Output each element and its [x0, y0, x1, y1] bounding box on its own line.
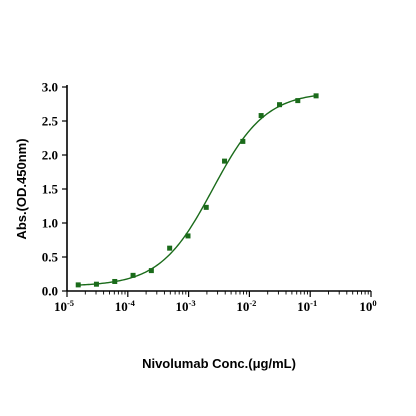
- x-tick-exponent: -3: [189, 298, 196, 308]
- data-point: [277, 102, 283, 108]
- x-axis-title: Nivolumab Conc.(μg/mL): [142, 356, 296, 371]
- x-tick-label: 10-3: [176, 298, 196, 314]
- y-tick-label: 3.0: [42, 80, 58, 95]
- y-axis-title: Abs.(OD.450nm): [14, 138, 29, 239]
- x-tick-base: 10: [359, 299, 372, 314]
- data-point: [112, 278, 118, 284]
- x-tick-base: 10: [297, 299, 310, 314]
- x-tick-base: 10: [54, 299, 67, 314]
- data-point: [167, 245, 173, 251]
- data-points: [75, 93, 319, 288]
- x-tick-base: 10: [236, 299, 249, 314]
- axes: [66, 85, 371, 292]
- x-tick-label: 10-5: [54, 298, 74, 314]
- fit-curve-layer: [78, 94, 317, 286]
- x-tick-exponent: 0: [372, 298, 376, 308]
- x-tick-label: 10-1: [297, 298, 317, 314]
- x-tick-exponent: -1: [310, 298, 317, 308]
- data-point: [203, 204, 209, 210]
- x-tick-label: 10-2: [236, 298, 256, 314]
- data-point: [222, 158, 228, 164]
- data-point: [75, 282, 81, 288]
- data-point: [295, 98, 301, 104]
- ticks: 0.00.51.01.52.02.53.010-5 10-4 10-3 10-2 10-…: [42, 80, 377, 315]
- x-tick-base: 10: [176, 299, 189, 314]
- y-tick-label: 2.0: [42, 148, 58, 163]
- y-tick-label: 0.0: [42, 284, 58, 299]
- x-tick-label: 100: [359, 298, 376, 314]
- data-point: [313, 93, 319, 99]
- x-tick-exponent: -5: [67, 298, 74, 308]
- y-tick-label: 2.5: [42, 114, 59, 129]
- data-point: [130, 272, 136, 278]
- data-point: [240, 138, 246, 144]
- x-tick-label: 10-4: [115, 298, 136, 314]
- data-point: [148, 268, 154, 274]
- data-point: [185, 233, 191, 239]
- y-tick-label: 0.5: [42, 250, 59, 265]
- x-tick-base: 10: [115, 299, 128, 314]
- y-tick-label: 1.5: [42, 182, 59, 197]
- y-tick-label: 1.0: [42, 216, 58, 231]
- data-point: [258, 113, 264, 119]
- fit-curve: [78, 94, 317, 286]
- data-point: [93, 281, 99, 287]
- x-tick-exponent: -2: [249, 298, 256, 308]
- x-tick-exponent: -4: [128, 298, 136, 308]
